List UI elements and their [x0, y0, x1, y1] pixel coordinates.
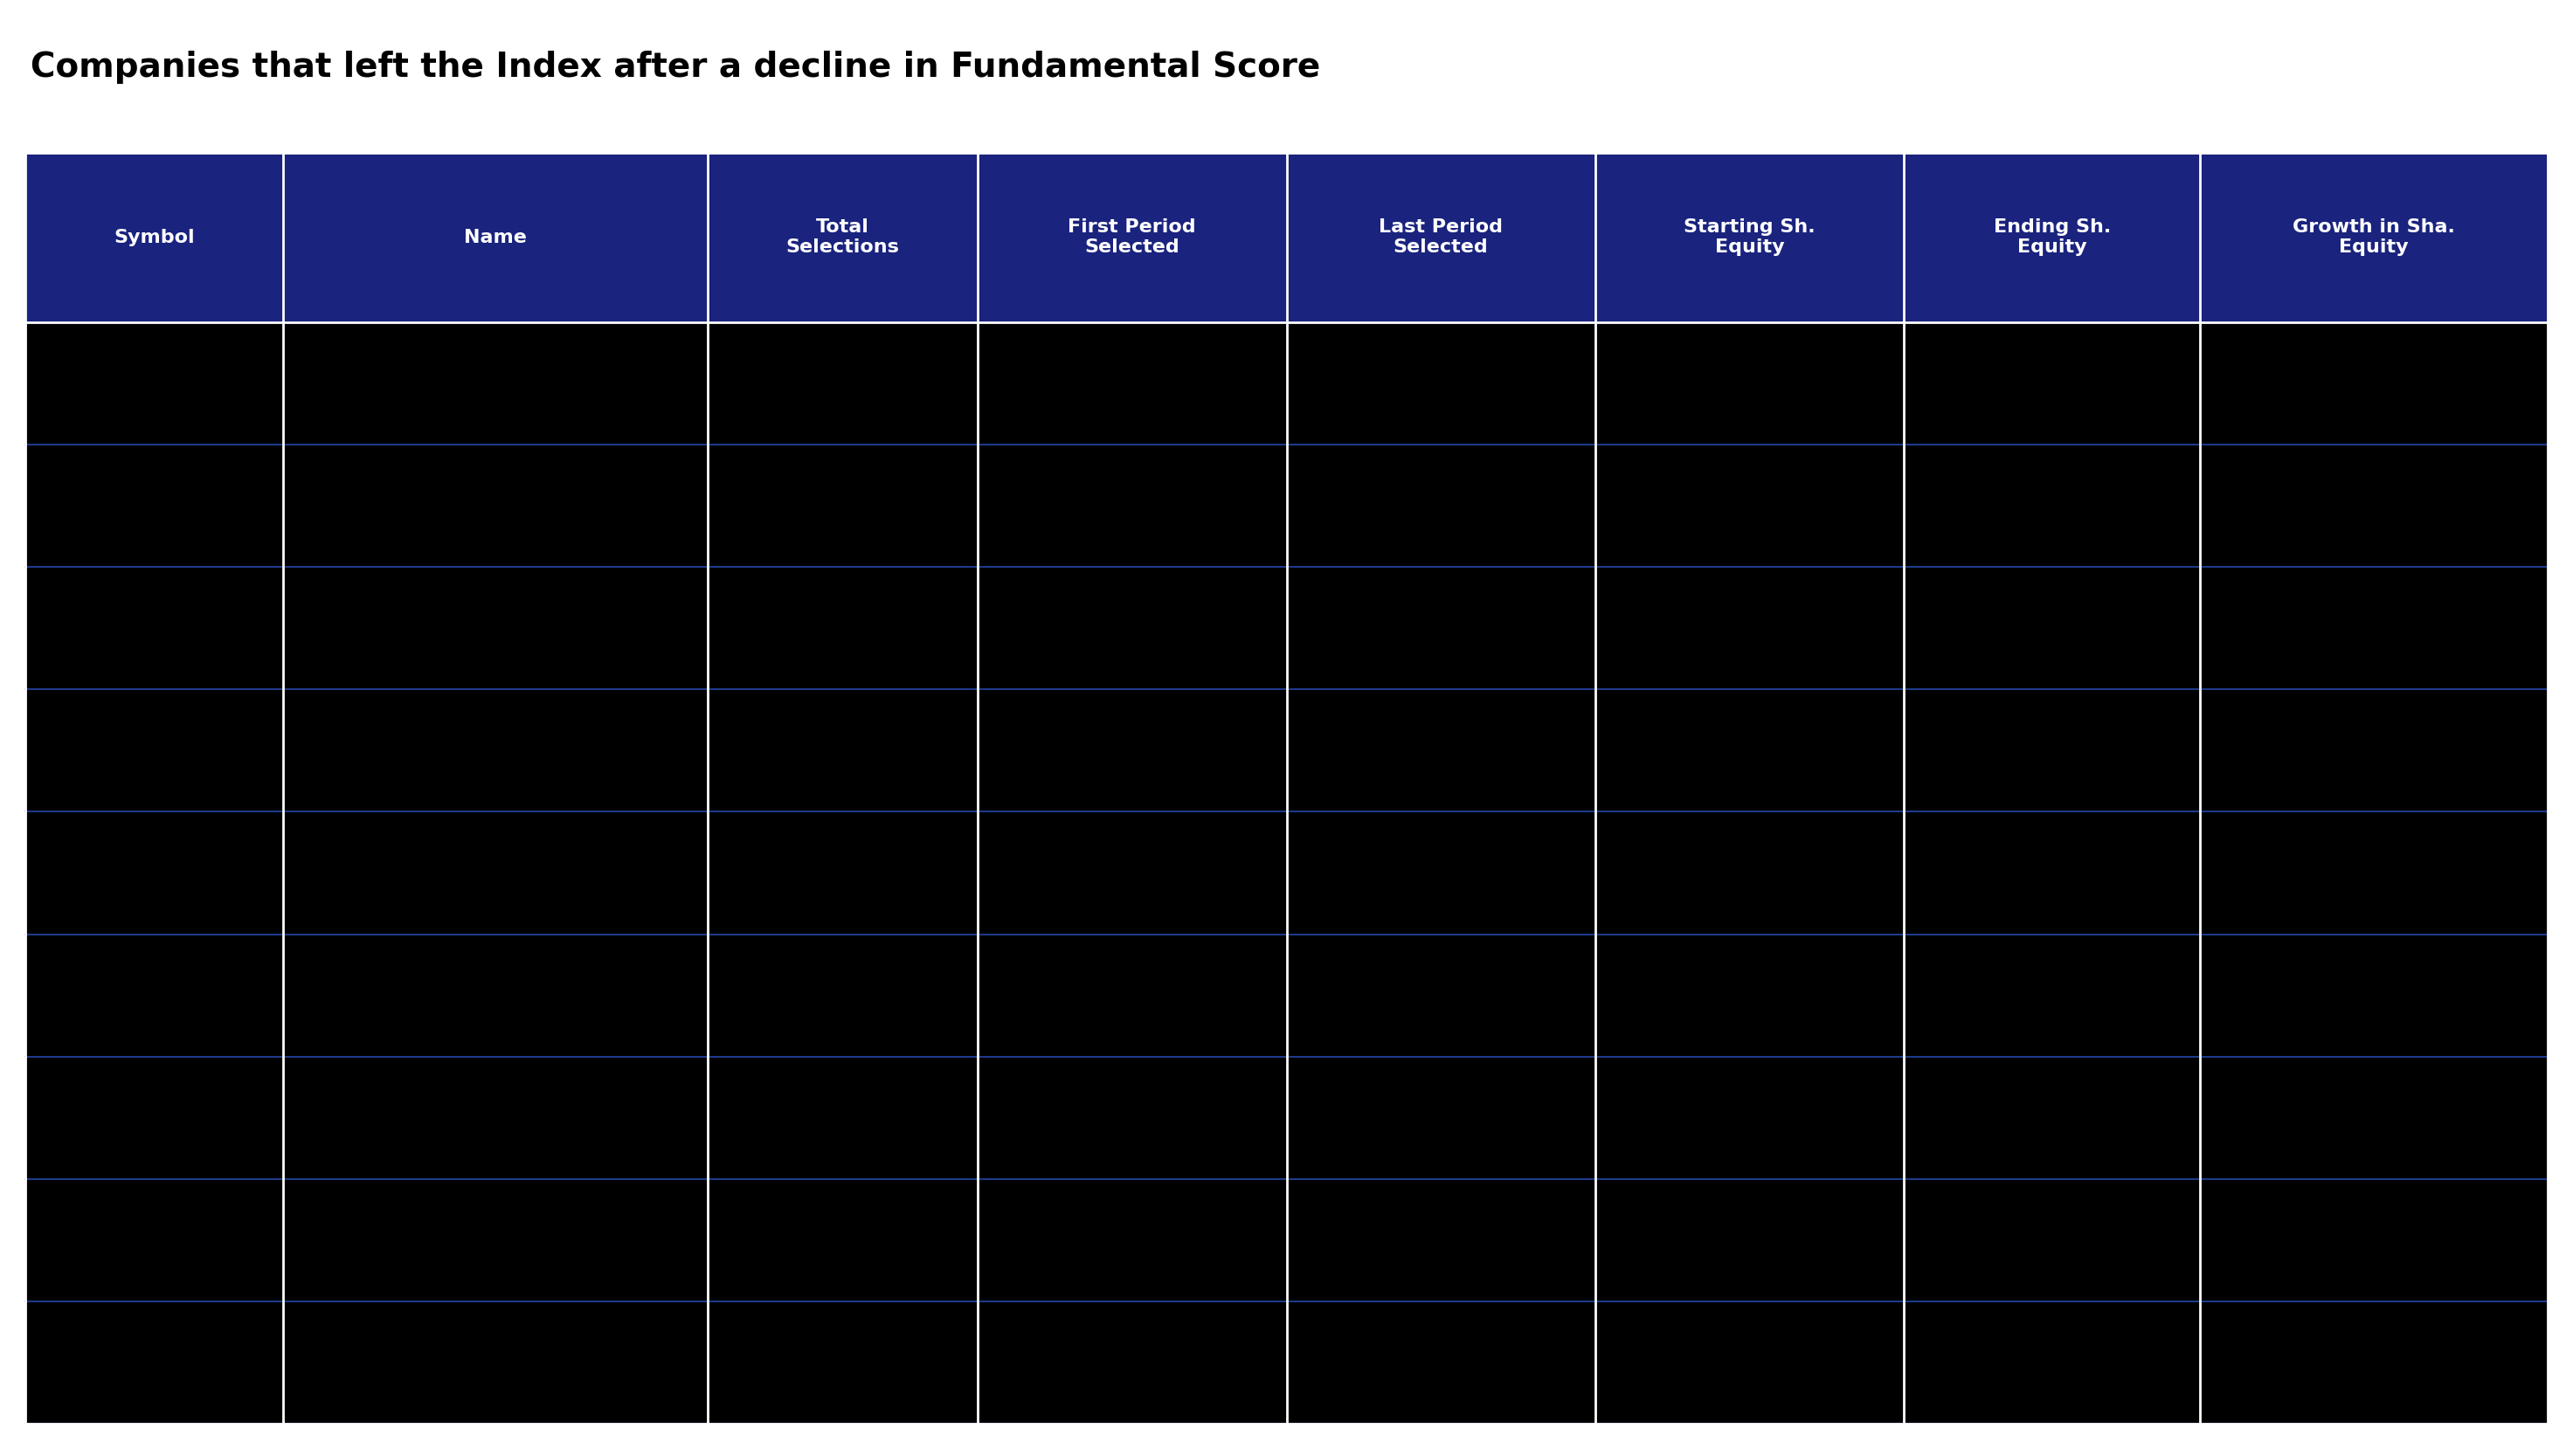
Bar — [26, 1057, 2547, 1179]
Text: Name: Name — [463, 229, 527, 246]
Text: Last Period
Selected: Last Period Selected — [1379, 218, 1503, 256]
Text: Total
Selections: Total Selections — [785, 218, 901, 256]
Text: Growth in Sha.
Equity: Growth in Sha. Equity — [2293, 218, 2455, 256]
Bar — [26, 812, 2547, 935]
Bar — [26, 1179, 2547, 1302]
Text: Starting Sh.
Equity: Starting Sh. Equity — [1683, 218, 1817, 256]
Bar — [26, 322, 2547, 444]
Text: Symbol: Symbol — [113, 229, 196, 246]
Bar — [26, 153, 2547, 322]
Bar — [26, 444, 2547, 566]
Bar — [26, 566, 2547, 689]
Text: First Period
Selected: First Period Selected — [1068, 218, 1196, 256]
Bar — [26, 935, 2547, 1057]
Text: Companies that left the Index after a decline in Fundamental Score: Companies that left the Index after a de… — [31, 51, 1320, 84]
Bar — [26, 153, 2547, 1424]
Bar — [26, 1302, 2547, 1424]
Bar — [26, 689, 2547, 812]
Text: Ending Sh.
Equity: Ending Sh. Equity — [1994, 218, 2110, 256]
